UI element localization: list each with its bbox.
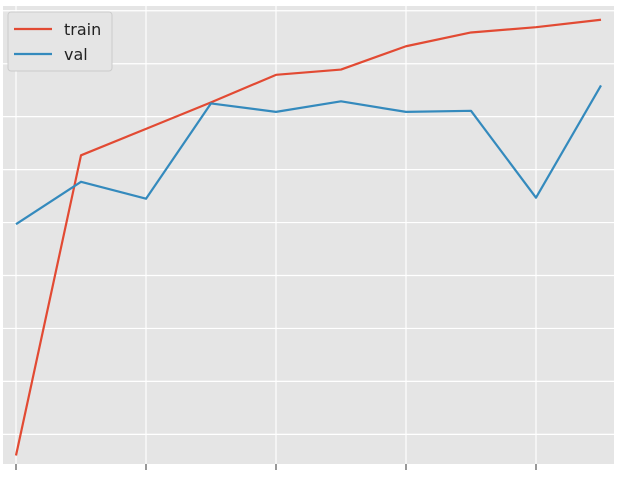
plot-area [3,6,614,464]
legend-label-val: val [64,45,88,64]
x-axis-ticks [15,464,537,470]
grid [3,6,614,464]
series-line-train [14,18,602,456]
series-line-val [15,84,602,226]
legend: train val [7,11,113,72]
legend-label-train: train [64,20,101,39]
series-lines [14,18,602,456]
legend-box [7,11,113,72]
